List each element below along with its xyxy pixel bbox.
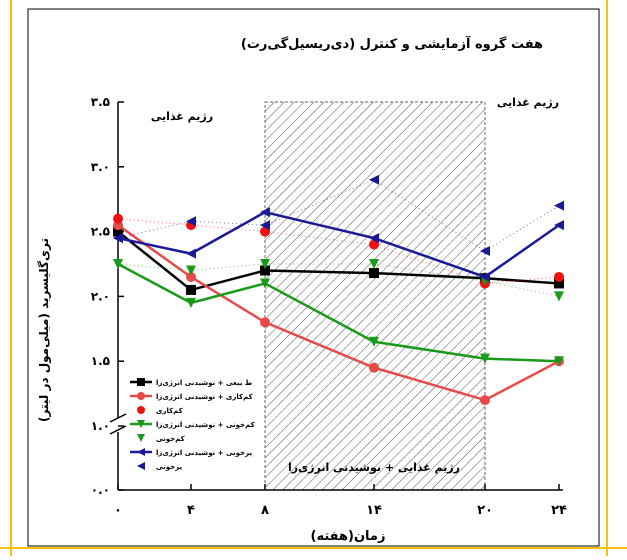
x-tick-label: ۴ (187, 503, 195, 518)
x-tick-label: ۲۰ (477, 503, 493, 518)
data-point (260, 226, 270, 237)
data-point (369, 362, 379, 373)
chart-title: هفت گروه آزمایشی و کنترل (دی‌ریسیل‌گی‌رت… (241, 35, 543, 52)
data-point (137, 378, 145, 386)
series-line-dotted (117, 179, 560, 252)
y-tick-label: ۳.۵ (91, 95, 110, 109)
data-point (137, 434, 145, 442)
data-point (480, 353, 490, 364)
y-axis-label: تری‌گلیسرید (میلی‌مول در لیتر) (37, 238, 52, 422)
data-point (186, 271, 196, 282)
data-point (260, 265, 270, 276)
series-line (117, 230, 560, 292)
legend-item: کم‌خونی (137, 434, 186, 443)
legend-label: پرخونی (156, 463, 182, 471)
data-point (137, 420, 145, 428)
data-point (260, 278, 270, 289)
legend-item: پرخونی + نوشیدنی انرژی‌زا (130, 448, 252, 457)
x-tick-label: ۰ (114, 503, 122, 518)
region-label-left: رژیم غذایی (151, 110, 213, 123)
x-axis-label: زمان(هفته) (311, 529, 386, 544)
data-point (369, 336, 379, 347)
data-point (554, 291, 564, 302)
legend-label: کم‌خونی + نوشیدنی انرژی‌زا (156, 421, 256, 429)
data-point (137, 462, 145, 470)
series-group (113, 174, 564, 406)
data-point (137, 392, 145, 400)
data-point (186, 297, 196, 308)
series-5 (113, 207, 564, 282)
data-point (137, 406, 145, 414)
axis-break-mark (109, 425, 127, 435)
data-point (480, 395, 490, 406)
legend-item: کم‌کاری (137, 406, 184, 415)
series-line (117, 224, 560, 402)
data-point (137, 448, 145, 456)
data-point (369, 268, 379, 279)
y-tick-label: ۳.۰ (91, 160, 110, 174)
data-point (113, 259, 123, 269)
data-point (369, 239, 379, 250)
legend-item: کم‌کاری + نوشیدنی انرژی‌زا (130, 392, 254, 401)
data-point (113, 233, 123, 244)
data-point (260, 220, 270, 231)
data-point (554, 220, 564, 231)
legend-label: پرخونی + نوشیدنی انرژی‌زا (156, 449, 252, 457)
x-tick-label: ۸ (261, 503, 269, 518)
legend-item: کم‌خونی + نوشیدنی انرژی‌زا (130, 420, 256, 429)
y-tick-label: ۲.۵ (91, 225, 110, 239)
data-point (260, 207, 270, 218)
data-point (260, 317, 270, 328)
legend: ط بیعی + نوشیدنی انرژی‌زا کم‌کاری + نوشید… (130, 378, 256, 471)
series-6 (113, 174, 564, 257)
legend-label: کم‌کاری + نوشیدنی انرژی‌زا (156, 393, 254, 401)
series-line (117, 210, 560, 279)
legend-item: پرخونی (137, 462, 182, 471)
data-point (186, 284, 196, 295)
x-tick-label: ۱۴ (366, 503, 382, 518)
data-point (554, 356, 564, 367)
data-point (369, 174, 379, 185)
y-tick-label: ۱.۰ (91, 419, 110, 433)
data-point (113, 213, 123, 224)
data-point (113, 226, 123, 237)
data-point (554, 271, 564, 282)
series-2 (113, 213, 564, 289)
x-tick-label: ۲۴ (551, 503, 567, 518)
data-point (480, 271, 490, 282)
data-point (554, 200, 564, 211)
legend-label: کم‌خونی (156, 435, 186, 443)
axes: ۰.۰ ۱.۰ ۱.۵ ۲.۰ ۲.۵ ۳.۰ ۳.۵ ۰ ۴ ۸ ۱۴ ۲۰ ۲۴ (91, 95, 567, 518)
y-tick-label: ۱.۵ (91, 354, 110, 368)
data-point (186, 216, 196, 227)
legend-item: ط بیعی + نوشیدنی انرژی‌زا (130, 378, 252, 387)
series-4 (113, 259, 564, 302)
data-point (480, 246, 490, 257)
region-label-right: رژیم غذایی (497, 96, 559, 109)
shaded-region (264, 101, 486, 491)
data-point (260, 259, 270, 269)
data-point (554, 278, 564, 289)
axis-break-mark (109, 413, 127, 423)
region-label-shaded: رژیم غذایی + نوشیدنی انرژی‌زا (288, 461, 460, 474)
data-point (186, 265, 196, 276)
legend-label: کم‌کاری (156, 407, 184, 415)
chart-border (27, 8, 600, 547)
series-line (117, 262, 560, 363)
legend-label: ط بیعی + نوشیدنی انرژی‌زا (156, 379, 252, 387)
y-tick-label: ۰.۰ (91, 483, 110, 497)
data-point (369, 259, 379, 269)
y-tick-label: ۲.۰ (91, 289, 110, 303)
data-point (186, 248, 196, 259)
data-point (369, 233, 379, 244)
